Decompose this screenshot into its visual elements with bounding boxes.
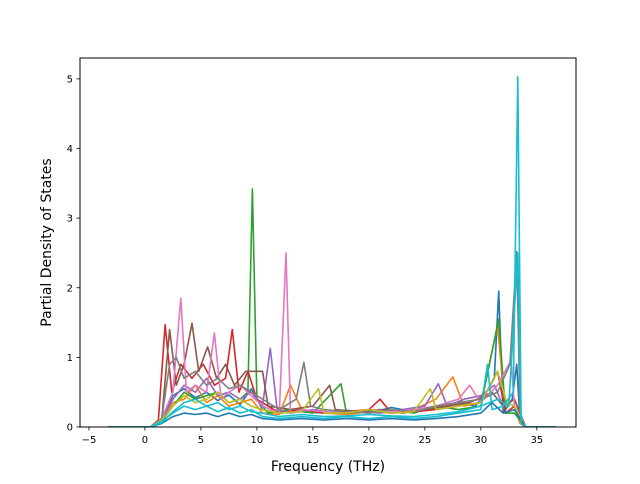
y-axis-ticks: 0 1 2 3 4 5 (67, 74, 80, 434)
x-axis-label: Frequency (THz) (271, 459, 385, 475)
x-tick-label: 20 (362, 435, 375, 446)
x-tick-label: 25 (418, 435, 431, 446)
y-tick-label: 0 (67, 423, 73, 434)
series-line-11 (108, 401, 556, 427)
x-axis-ticks: −5 0 5 10 15 20 25 30 35 (82, 427, 543, 446)
y-axis-label: Partial Density of States (39, 158, 55, 326)
x-tick-label: −5 (82, 435, 97, 446)
y-tick-label: 3 (67, 214, 73, 225)
y-tick-label: 1 (67, 353, 73, 364)
x-tick-label: 10 (251, 435, 264, 446)
y-tick-label: 4 (67, 144, 73, 155)
x-tick-label: 5 (198, 435, 204, 446)
series-line-8 (108, 250, 556, 427)
x-tick-label: 30 (474, 435, 487, 446)
x-tick-label: 15 (307, 435, 320, 446)
series-line-12 (108, 252, 556, 427)
axes-frame (79, 57, 577, 428)
y-tick-label: 5 (67, 74, 73, 85)
x-tick-label: 0 (142, 435, 148, 446)
series-layer (108, 76, 556, 427)
x-tick-label: 35 (530, 435, 543, 446)
y-tick-label: 2 (67, 283, 73, 294)
